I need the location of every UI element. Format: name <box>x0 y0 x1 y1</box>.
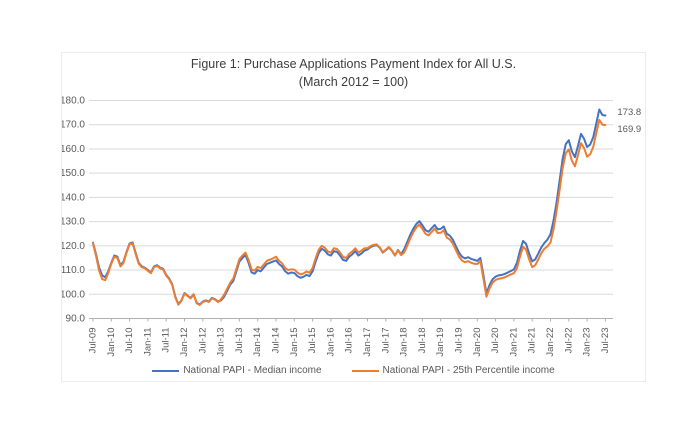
x-axis-tick-label: Jul-14 <box>271 328 282 354</box>
series-end-label-25th-percentile: 169.9 <box>617 123 642 135</box>
x-axis-tick-label: Jan-17 <box>362 328 373 357</box>
x-axis-tick-label: Jan-21 <box>508 328 519 357</box>
legend-item-median: National PAPI - Median income <box>152 365 322 376</box>
x-axis-tick-label: Jul-21 <box>527 328 538 354</box>
x-axis-tick-label: Jan-15 <box>289 328 300 357</box>
y-axis-tick-label: 150.0 <box>62 168 85 179</box>
y-axis-tick-label: 110.0 <box>62 265 85 276</box>
legend: National PAPI - Median income National P… <box>62 365 645 376</box>
plot-area: 90.0 100.0 110.0 120.0 130.0 140.0 150.0 160.0 1… <box>62 96 613 357</box>
x-axis-tick-label: Jul-13 <box>234 328 245 354</box>
x-axis-tick-label: Jul-16 <box>344 328 355 354</box>
x-axis-tick-label: Jan-12 <box>179 328 190 357</box>
y-axis-tick-label: 140.0 <box>62 192 85 203</box>
x-axis-tick-label: Jul-10 <box>124 328 135 354</box>
x-axis-tick-label: Jul-19 <box>454 328 465 354</box>
x-axis-tick-label: Jul-12 <box>197 328 208 354</box>
x-axis-tick-label: Jan-13 <box>216 328 227 357</box>
chart-title-line2: (March 2012 = 100) <box>298 74 409 89</box>
x-axis-tick-label: Jan-18 <box>399 328 410 357</box>
median-income-line <box>92 108 607 306</box>
x-axis-tick-label: Jul-18 <box>417 328 428 354</box>
x-axis-tick-label: Jan-14 <box>252 328 263 357</box>
x-axis-tick-label: Jan-22 <box>545 328 556 357</box>
x-axis-tick-label: Jan-19 <box>435 328 446 357</box>
percentile-line-swatch-icon <box>351 369 379 372</box>
x-axis-tick-label: Jan-10 <box>106 328 117 357</box>
x-axis-tick-label: Jan-11 <box>142 328 153 356</box>
x-axis-tick-label: Jul-17 <box>380 328 391 354</box>
x-axis-tick-label: Jul-20 <box>490 328 501 354</box>
y-axis-tick-label: 180.0 <box>62 96 85 107</box>
x-axis-tick-label: Jul-15 <box>307 328 318 354</box>
series-end-label-median: 173.8 <box>617 106 642 118</box>
x-axis-tick-label: Jan-23 <box>582 328 593 357</box>
median-line-swatch-icon <box>152 369 180 372</box>
y-axis-tick-label: 160.0 <box>62 144 85 155</box>
legend-item-25th-percentile: National PAPI - 25th Percentile income <box>351 365 555 376</box>
percentile-25-line <box>92 118 607 306</box>
x-axis-tick-label: Jan-20 <box>472 328 483 357</box>
chart-title-line1: Figure 1: Purchase Applications Payment … <box>190 57 517 71</box>
y-axis-tick-label: 130.0 <box>62 217 85 228</box>
legend-label-25th-percentile: National PAPI - 25th Percentile income <box>382 365 555 376</box>
legend-label-median: National PAPI - Median income <box>183 365 322 376</box>
y-axis-tick-label: 120.0 <box>62 241 85 252</box>
x-axis-tick-label: Jul-22 <box>563 328 574 354</box>
y-axis-tick-label: 170.0 <box>62 120 85 131</box>
x-axis-tick-label: Jan-16 <box>325 328 336 357</box>
y-axis-tick-label: 90.0 <box>66 314 86 325</box>
chart-title: Figure 1: Purchase Applications Payment … <box>62 56 645 91</box>
y-axis-tick-label: 100.0 <box>62 289 85 300</box>
chart-frame: Figure 1: Purchase Applications Payment … <box>61 52 646 382</box>
x-axis-tick-label: Jul-09 <box>88 328 99 354</box>
x-axis-tick-label: Jul-11 <box>161 328 172 353</box>
x-axis-tick-label: Jul-23 <box>600 328 611 354</box>
